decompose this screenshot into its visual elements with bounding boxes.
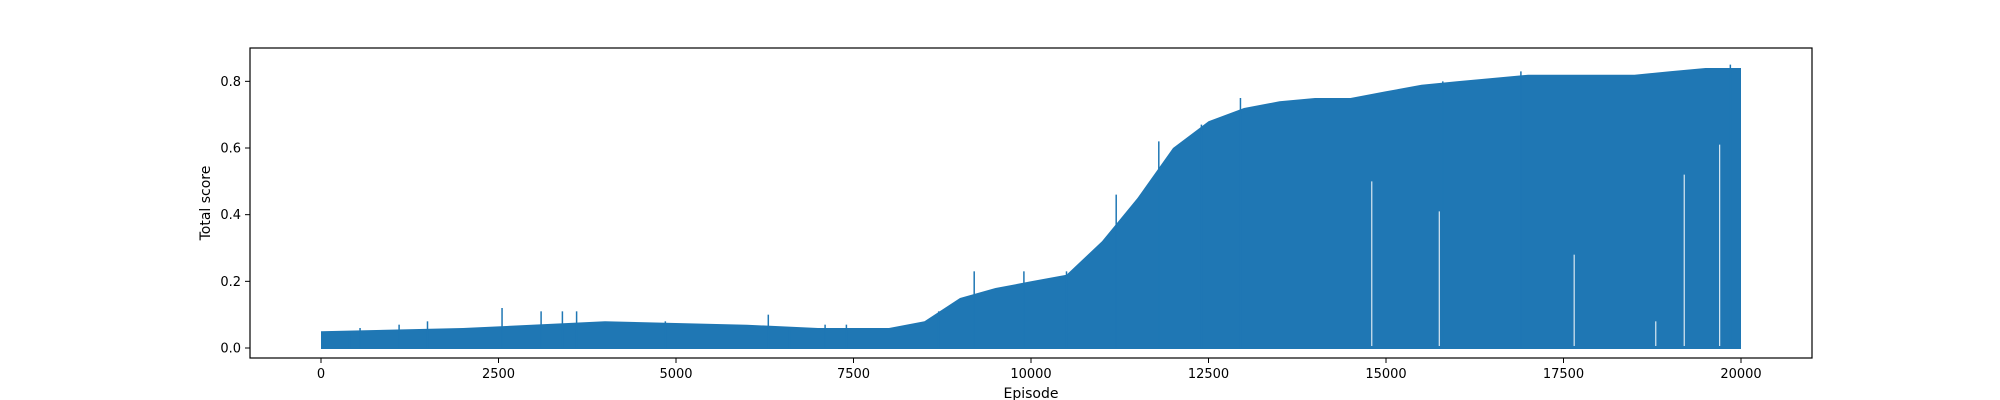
x-axis-label: Episode [1004,386,1059,400]
x-tick-label: 7500 [837,367,870,382]
x-axis: 0 2500 5000 7500 10000 12500 15000 17500 20000 [317,358,1762,382]
x-tick-label: 0 [317,367,325,382]
x-tick-label: 17500 [1543,367,1584,382]
x-tick-label: 15000 [1365,367,1406,382]
score-envelope [321,68,1741,348]
y-axis-label: Total score [198,166,214,242]
plot-area [321,64,1741,349]
x-tick-label: 2500 [482,367,515,382]
y-tick-label: 0.4 [220,208,241,223]
y-tick-label: 0.8 [220,75,241,90]
y-tick-label: 0.2 [220,275,241,290]
x-tick-label: 5000 [659,367,692,382]
y-tick-label: 0.0 [220,342,241,357]
x-tick-label: 20000 [1720,367,1761,382]
y-axis: 0.0 0.2 0.4 0.6 0.8 [220,75,250,357]
x-tick-label: 12500 [1188,367,1229,382]
x-tick-label: 10000 [1010,367,1051,382]
y-tick-label: 0.6 [220,142,241,157]
